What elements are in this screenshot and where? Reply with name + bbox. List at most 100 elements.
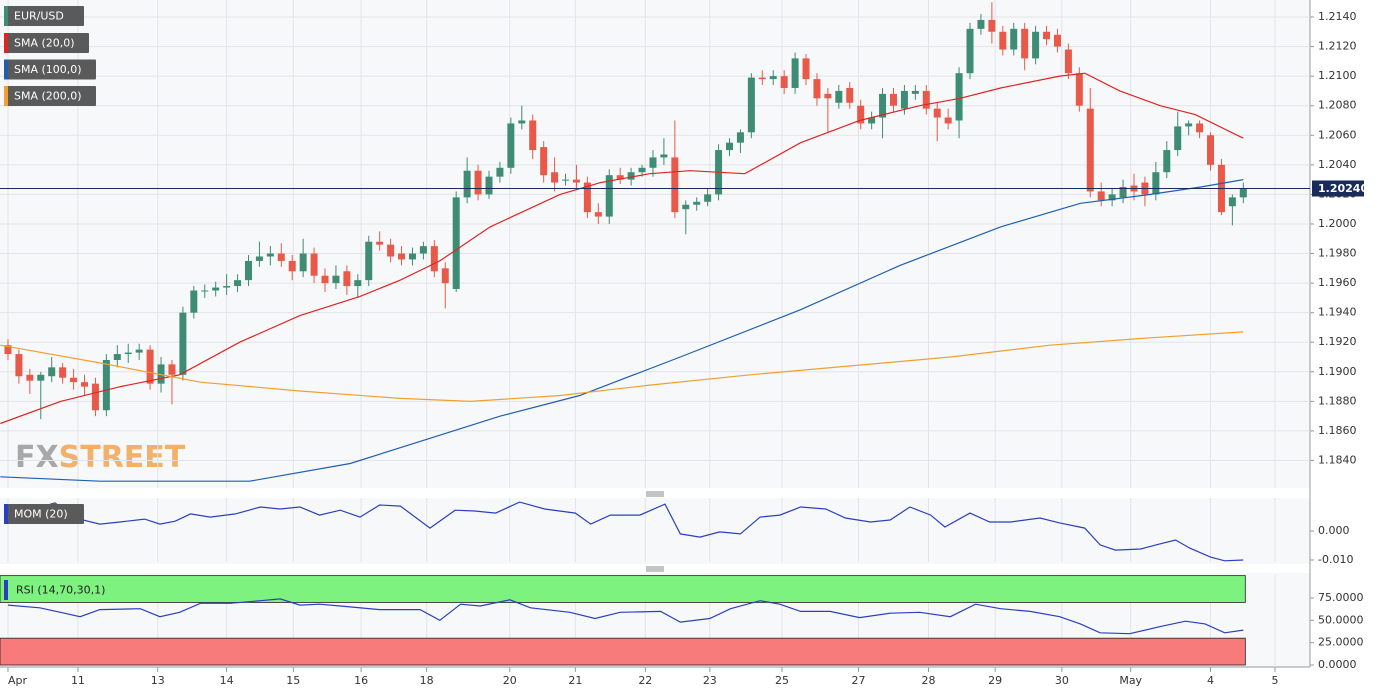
candle-body <box>802 58 810 80</box>
legend-swatch <box>4 504 8 524</box>
y-tick-label: 75.0000 <box>1318 591 1364 604</box>
candle-body <box>48 367 56 377</box>
legend-label: SMA (100,0) <box>14 63 82 76</box>
legend-box <box>4 6 84 26</box>
x-tick-label: Apr <box>8 674 28 687</box>
candle-body <box>1196 123 1204 133</box>
candle-body <box>244 260 252 281</box>
candle-body <box>1185 123 1193 127</box>
legend-swatch <box>4 580 8 600</box>
candle-body <box>81 382 89 387</box>
candle-body <box>179 312 187 375</box>
candle-body <box>1010 28 1018 50</box>
y-tick-label: 1.2120 <box>1318 40 1357 53</box>
watermark: FXSTREET <box>15 440 186 475</box>
legend-swatch <box>4 86 8 106</box>
candle-body <box>1108 194 1116 201</box>
candle-body <box>124 352 132 355</box>
candle-body <box>223 286 231 288</box>
candle-body <box>507 123 515 168</box>
x-tick-label: 13 <box>151 674 165 687</box>
candle-body <box>682 204 690 210</box>
candle-body <box>1021 28 1029 59</box>
candle-body <box>889 93 897 106</box>
candle-body <box>671 157 679 213</box>
y-tick-label: 1.1960 <box>1318 276 1357 289</box>
candle-body <box>758 77 766 80</box>
candle-body <box>835 90 843 103</box>
candle-body <box>15 354 23 377</box>
candle-body <box>529 120 537 151</box>
candle-body <box>1075 73 1083 106</box>
candle-body <box>922 90 930 109</box>
candle-body <box>452 197 460 290</box>
y-tick-label: 1.2140 <box>1318 10 1357 23</box>
candle-body <box>1043 31 1051 40</box>
legend-label: MOM (20) <box>14 508 68 521</box>
candle-body <box>91 383 99 411</box>
candle-body <box>70 377 78 383</box>
candle-body <box>26 374 34 381</box>
candle-body <box>868 117 876 124</box>
candle-body <box>583 182 591 213</box>
candle-body <box>474 170 482 195</box>
candle-body <box>660 154 668 158</box>
x-tick-label: 28 <box>921 674 935 687</box>
x-tick-label: 16 <box>354 674 368 687</box>
y-tick-label: 1.1940 <box>1318 306 1357 319</box>
candle-body <box>1053 34 1061 47</box>
x-tick-label: 20 <box>503 674 517 687</box>
candle-body <box>747 77 755 133</box>
candle-body <box>988 19 996 32</box>
candle-body <box>168 364 176 375</box>
x-tick-label: 4 <box>1207 674 1214 687</box>
candle-body <box>234 280 242 287</box>
x-tick-label: 25 <box>775 674 789 687</box>
candle-body <box>900 90 908 109</box>
candle-body <box>255 256 263 261</box>
y-tick-label: 1.1920 <box>1318 335 1357 348</box>
x-tick-label: 15 <box>286 674 300 687</box>
last-price-box <box>1312 180 1364 197</box>
candle-body <box>463 170 471 198</box>
candle-body <box>813 79 821 99</box>
candle-body <box>4 345 12 355</box>
candle-body <box>780 76 788 88</box>
candle-body <box>824 93 832 99</box>
candle-body <box>551 172 559 183</box>
y-tick-label: 1.1980 <box>1318 247 1357 260</box>
y-tick-label: 1.1840 <box>1318 454 1357 467</box>
legend-box <box>4 33 89 53</box>
candle-body <box>693 201 701 205</box>
candle-body <box>343 271 351 287</box>
rsi-band <box>0 575 1246 603</box>
candle-body <box>408 253 416 260</box>
last-price-label: 1.20240 <box>1318 182 1368 195</box>
candle-body <box>332 275 340 284</box>
y-tick-label: 0.0000 <box>1318 658 1357 671</box>
candle-body <box>791 58 799 88</box>
candle-body <box>562 179 570 181</box>
candle-body <box>398 253 406 260</box>
candle-body <box>857 105 865 124</box>
candle-body <box>299 253 307 272</box>
indicator-line <box>0 72 1244 425</box>
candle-body <box>1163 150 1171 173</box>
candle-body <box>441 268 449 284</box>
indicator-line <box>0 179 1244 482</box>
candle-body <box>605 175 613 217</box>
panel-handle[interactable] <box>646 491 664 572</box>
candle-body <box>376 241 384 245</box>
x-tick-label: 14 <box>220 674 234 687</box>
candle-body <box>102 359 110 411</box>
candle-body <box>135 349 143 353</box>
candle-body <box>288 260 296 272</box>
candle-body <box>736 132 744 143</box>
indicator-line <box>7 598 1244 635</box>
x-tick-label: 30 <box>1055 674 1069 687</box>
y-tick-label: 1.1880 <box>1318 394 1357 407</box>
candle-body <box>321 275 329 284</box>
candle-body <box>540 147 548 176</box>
candle-body <box>879 93 887 118</box>
candle-body <box>977 19 985 29</box>
